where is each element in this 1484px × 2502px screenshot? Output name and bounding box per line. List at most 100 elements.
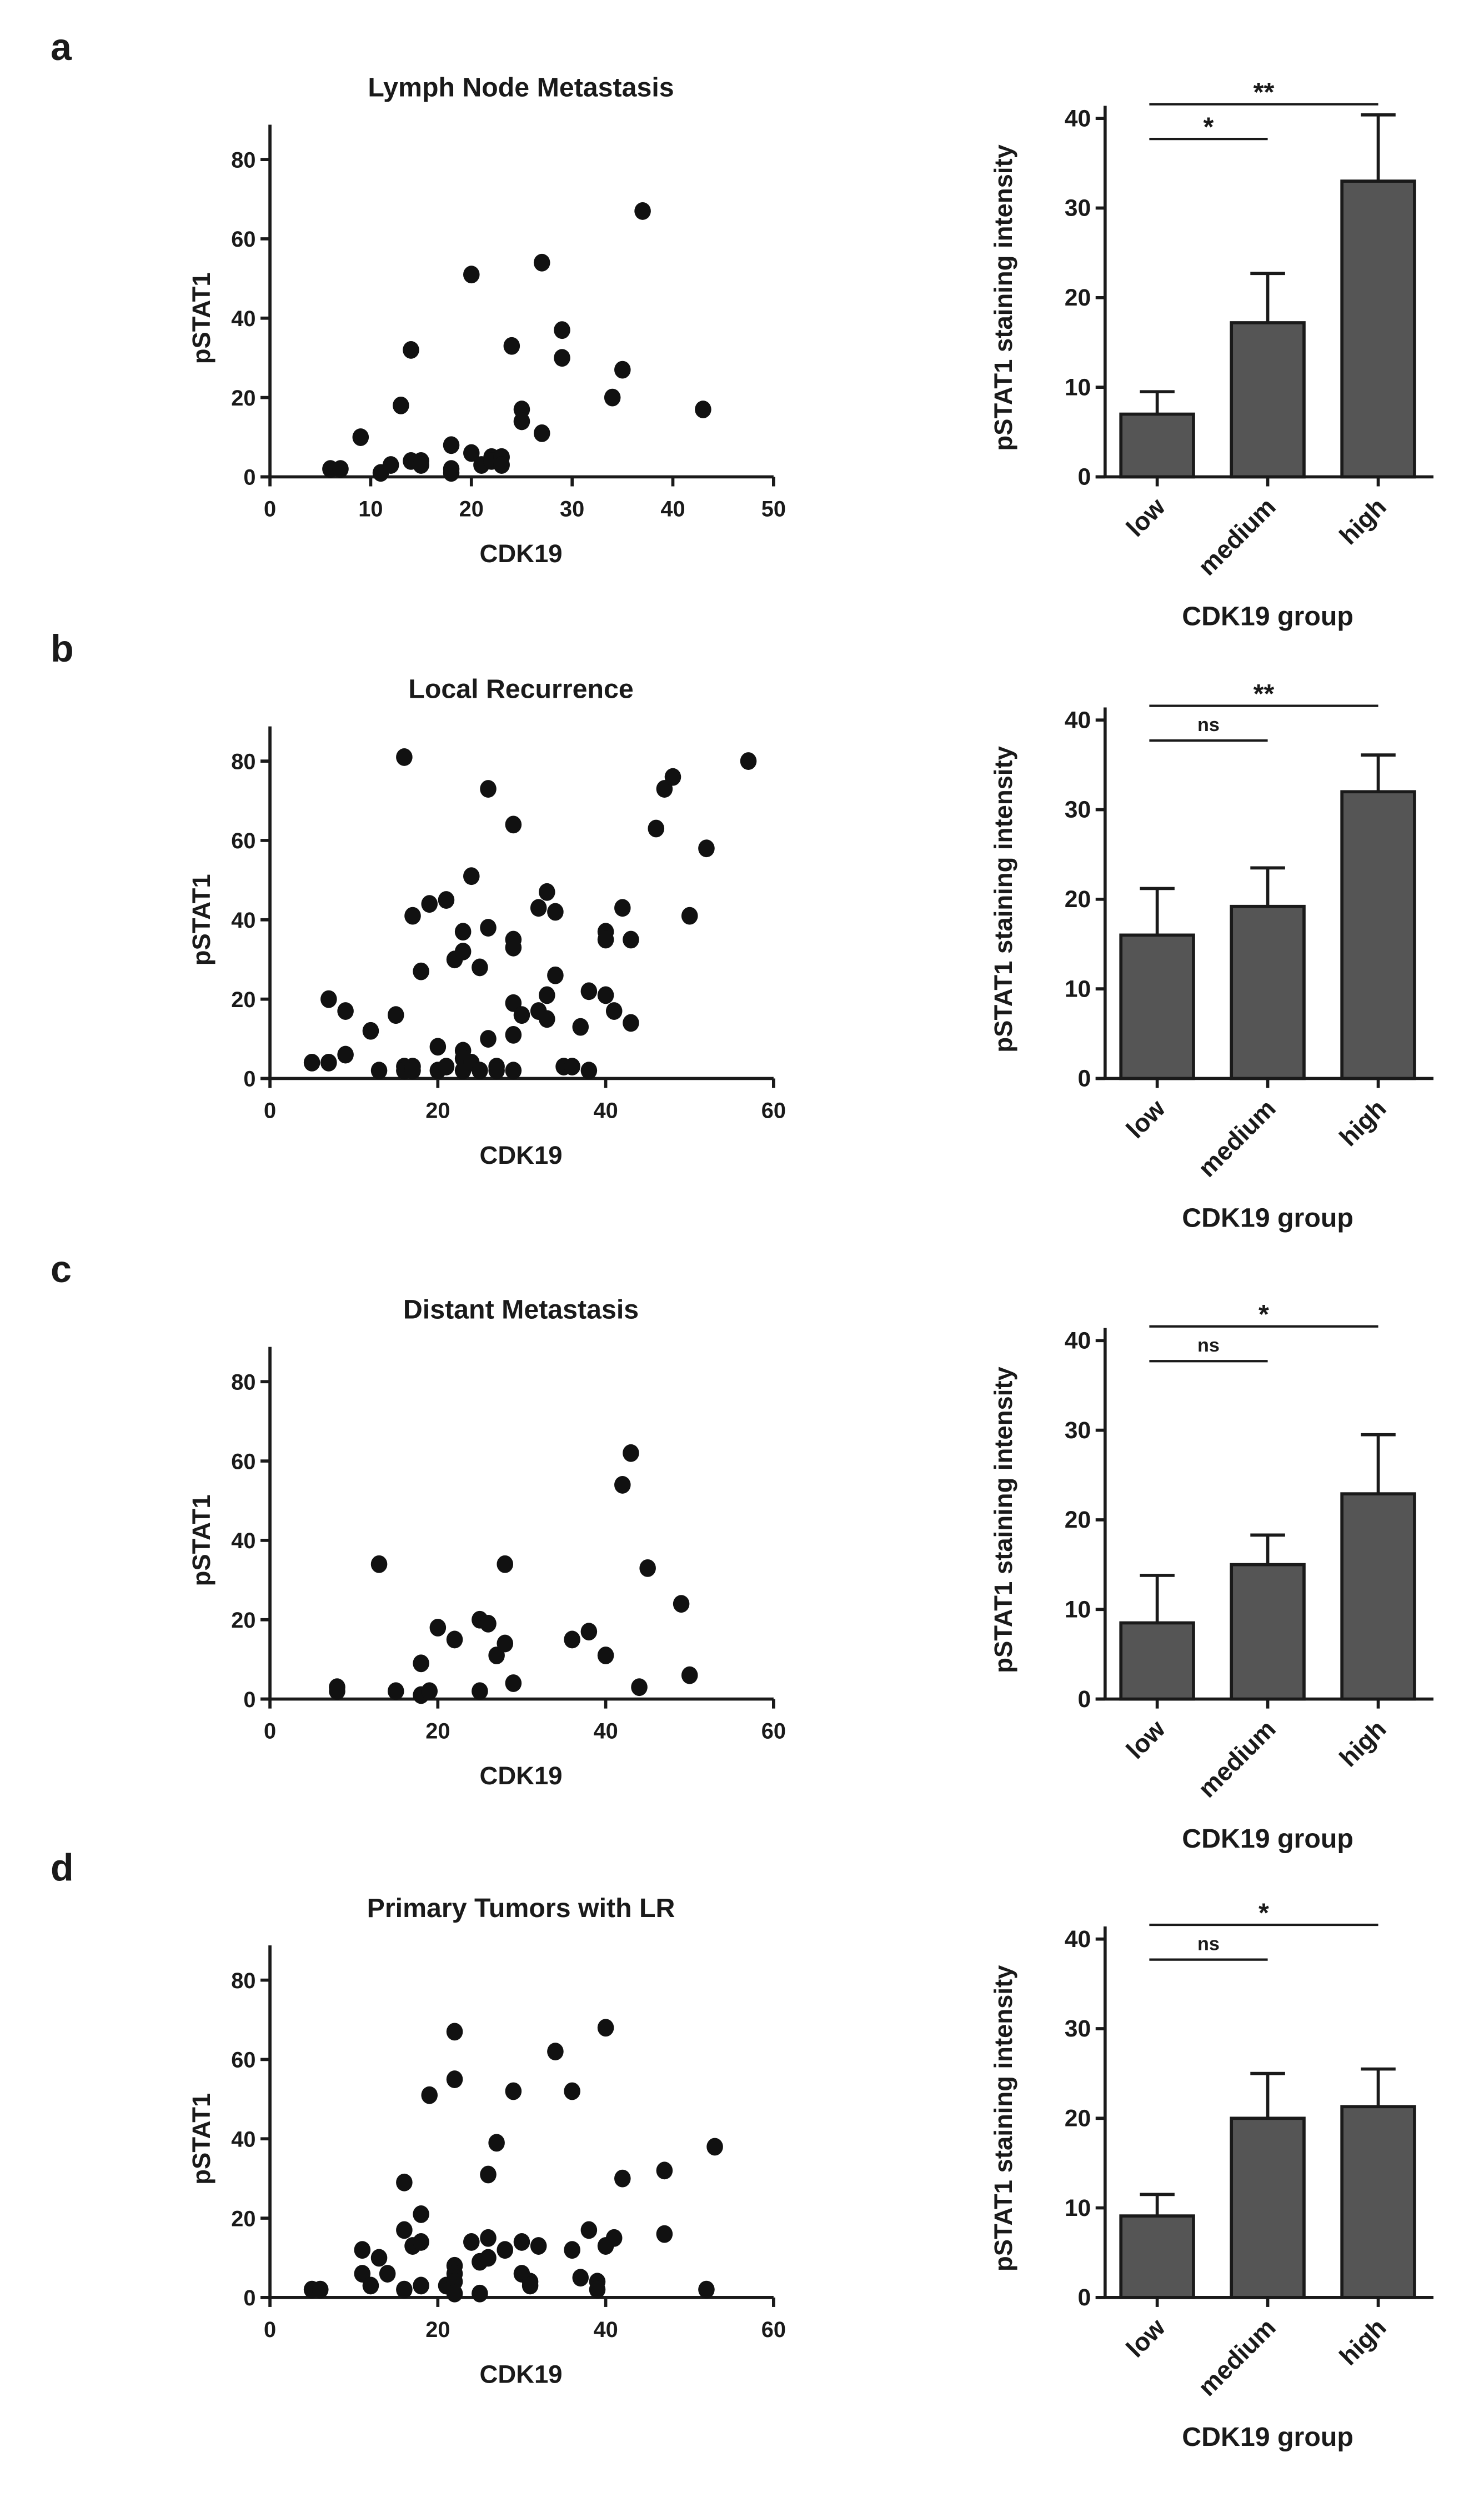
y-tick-label: 40	[231, 1529, 255, 1553]
scatter-point	[413, 2205, 429, 2223]
scatter-point	[463, 2233, 480, 2251]
scatter-point	[413, 456, 429, 474]
scatter-point	[664, 768, 681, 786]
bar-low	[1119, 933, 1195, 1080]
scatter-point	[404, 907, 421, 925]
y-tick-label: 30	[1065, 195, 1091, 222]
x-tick-label: 40	[660, 497, 685, 522]
scatter-point	[505, 1674, 522, 1692]
bar-medium	[1230, 904, 1306, 1080]
y-axis-label: pSTAT1 staining intensity	[989, 745, 1017, 1052]
chart-title: Lymph Node Metastasis	[368, 72, 674, 102]
x-tick-label: medium	[1192, 492, 1281, 581]
scatter-point	[463, 266, 480, 284]
scatter-point	[443, 436, 460, 454]
scatter-point	[597, 986, 614, 1004]
x-axis-label: CDK19 group	[1182, 602, 1353, 632]
scatter-point	[337, 1045, 354, 1064]
y-tick-label: 80	[231, 1969, 255, 1993]
x-tick-label: high	[1334, 2313, 1392, 2371]
scatter-point	[547, 903, 564, 921]
panel-c: c Distant Metastasis 0 20 40 60 0 20 40 60 80 CDK19…	[51, 1248, 1434, 1854]
scatter-point	[614, 361, 631, 379]
scatter-chart: Distant Metastasis 0 20 40 60 0 20 40 60 80 CDK19 p…	[187, 1295, 786, 1790]
scatter-point	[497, 2241, 514, 2259]
scatter-point	[303, 1053, 320, 1072]
y-tick-label: 10	[1065, 975, 1091, 1002]
scatter-point	[522, 2276, 539, 2295]
y-tick-label: 80	[231, 1370, 255, 1394]
x-axis-label: CDK19 group	[1182, 1203, 1353, 1233]
scatter-point	[706, 2138, 723, 2156]
scatter-point	[396, 2221, 413, 2239]
y-tick-label: 30	[1065, 2015, 1091, 2042]
scatter-point	[623, 1014, 639, 1032]
scatter-point	[413, 2233, 429, 2251]
scatter-point	[503, 337, 520, 355]
scatter-point	[597, 2019, 614, 2037]
significance-label: ns	[1197, 1335, 1220, 1356]
scatter-point	[547, 966, 564, 984]
y-tick-label: 60	[231, 1449, 255, 1474]
scatter-point	[740, 752, 757, 770]
scatter-point	[480, 780, 497, 798]
x-tick-label: medium	[1192, 1714, 1281, 1803]
scatter-point	[429, 1038, 447, 1056]
y-tick-label: 0	[1077, 464, 1091, 491]
scatter-point	[382, 456, 399, 474]
scatter-point	[387, 1006, 404, 1024]
x-tick-label: 0	[264, 497, 276, 522]
y-axis-label: pSTAT1	[187, 874, 215, 965]
scatter-point	[623, 930, 639, 949]
x-axis-label: CDK19	[479, 1141, 562, 1169]
x-tick-label: medium	[1192, 2313, 1281, 2401]
scatter-point	[362, 1022, 379, 1040]
scatter-point	[648, 819, 665, 838]
y-tick-label: 0	[1077, 2284, 1091, 2311]
scatter-point	[480, 1614, 497, 1633]
scatter-point	[580, 2221, 598, 2239]
y-tick-label: 0	[243, 1067, 255, 1092]
y-tick-label: 0	[1077, 1065, 1091, 1092]
x-tick-label: low	[1121, 2313, 1171, 2363]
x-tick-label: 20	[425, 1719, 450, 1744]
scatter-point	[493, 456, 510, 474]
scatter-point	[362, 2276, 379, 2295]
scatter-point	[605, 1002, 623, 1020]
scatter-point	[421, 2086, 438, 2104]
x-tick-label: high	[1334, 1714, 1392, 1772]
scatter-point	[446, 2070, 463, 2089]
scatter-point	[604, 388, 621, 407]
y-tick-label: 40	[1065, 1926, 1091, 1953]
y-axis-label: pSTAT1 staining intensity	[989, 1366, 1017, 1673]
y-tick-label: 0	[243, 466, 255, 490]
bar-medium	[1230, 2116, 1306, 2299]
scatter-point	[533, 424, 550, 442]
x-tick-label: 0	[264, 2318, 276, 2342]
x-tick-label: 60	[761, 1099, 786, 1123]
scatter-point	[614, 899, 631, 917]
scatter-point	[533, 253, 550, 272]
scatter-point	[539, 883, 555, 901]
x-tick-label: 0	[264, 1099, 276, 1123]
scatter-point	[472, 1682, 488, 1700]
bar-high	[1340, 179, 1416, 479]
scatter-point	[488, 1062, 505, 1080]
x-tick-label: low	[1121, 1714, 1171, 1764]
x-axis-label: CDK19	[479, 1762, 562, 1790]
y-axis-label: pSTAT1 staining intensity	[989, 144, 1017, 451]
x-tick-label: high	[1334, 492, 1392, 550]
scatter-point	[580, 982, 598, 1000]
scatter-point	[505, 938, 522, 957]
x-tick-label: low	[1121, 1094, 1171, 1144]
scatter-point	[472, 958, 488, 977]
significance-label: *	[1259, 1898, 1269, 1928]
y-tick-label: 20	[231, 2206, 255, 2231]
bar-chart: 0 10 20 30 40 low medium high CDK19 group pSTAT1 …	[989, 1898, 1434, 2452]
x-tick-label: 30	[560, 497, 584, 522]
scatter-point	[396, 2280, 413, 2299]
scatter-chart: Local Recurrence 0 20 40 60 0 20 40 60 80 CDK19 pST…	[187, 674, 786, 1169]
scatter-point	[497, 1555, 514, 1573]
x-tick-label: 20	[459, 497, 484, 522]
scatter-point	[429, 1619, 447, 1637]
